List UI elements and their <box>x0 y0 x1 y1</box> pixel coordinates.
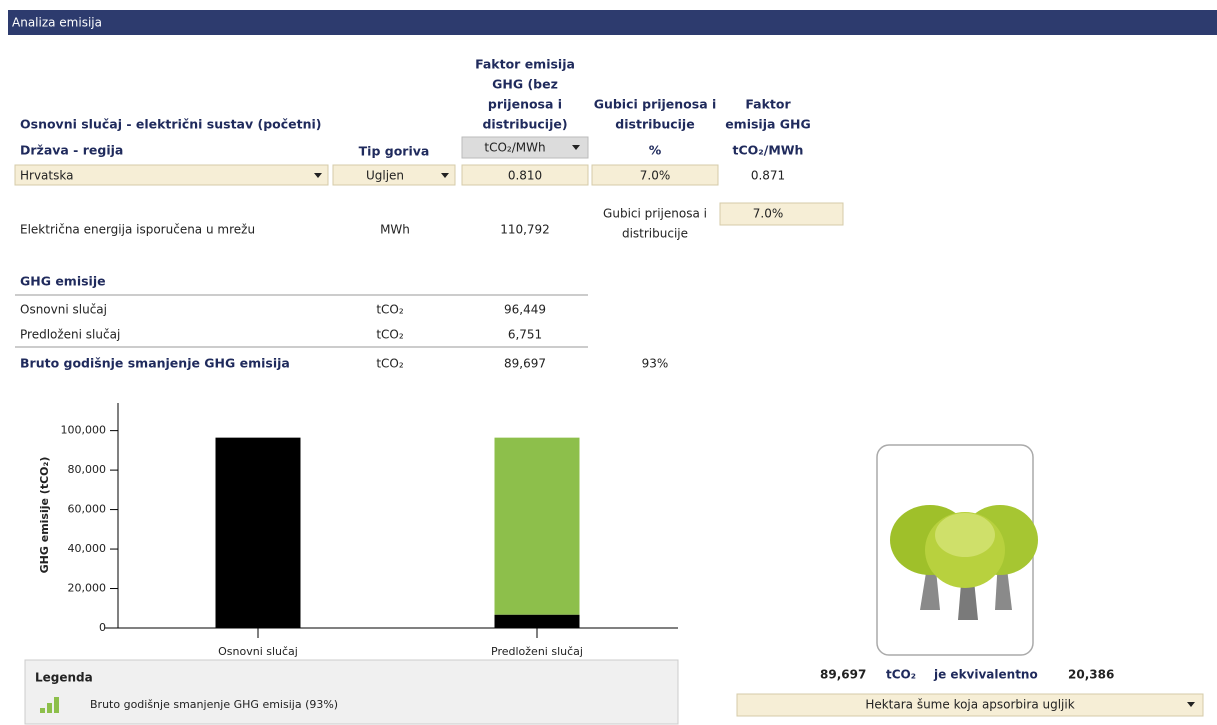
dropdown-arrow <box>572 145 580 150</box>
delivery-losses-input[interactable] <box>719 202 844 226</box>
fuel-value: Ugljen <box>366 169 404 183</box>
row-unit: tCO₂ <box>376 357 404 371</box>
column-header: Faktor emisija <box>475 57 575 72</box>
column-header: % <box>649 143 662 158</box>
y-axis-label: GHG emisije (tCO₂) <box>38 457 51 574</box>
losses-input[interactable] <box>591 164 719 186</box>
legend-swatch <box>40 708 45 713</box>
header-title: Analiza emisija <box>12 16 102 30</box>
unit-dropdown-text: tCO₂/MWh <box>484 141 545 155</box>
row-unit: tCO₂ <box>376 328 404 342</box>
y-tick-label: 100,000 <box>61 424 107 437</box>
region-dropdown[interactable] <box>14 164 329 186</box>
section-title: Osnovni slučaj - električni sustav (poče… <box>20 117 322 132</box>
dropdown-arrow <box>441 173 449 178</box>
equivalence-selector[interactable] <box>736 693 1204 717</box>
legend-box <box>24 659 679 725</box>
equivalence-unit: tCO₂ <box>886 668 916 682</box>
column-header: prijenosa i <box>488 97 562 112</box>
y-tick-label: 40,000 <box>68 542 107 555</box>
bar <box>215 437 301 628</box>
unit-dropdown[interactable] <box>461 136 589 159</box>
emissions-title: GHG emisije <box>20 274 106 289</box>
column-header: distribucije) <box>482 117 567 132</box>
row-value: 89,697 <box>504 357 546 371</box>
equivalence-value: 89,697 <box>820 668 866 682</box>
factor-value: 0.810 <box>508 169 542 183</box>
legend-label: Bruto godišnje smanjenje GHG emisija (93… <box>90 698 338 711</box>
legend-icon <box>40 697 59 713</box>
factor-input[interactable] <box>461 164 589 186</box>
dropdown-arrow <box>314 173 322 178</box>
bar <box>494 614 580 628</box>
row-value: 96,449 <box>504 303 546 317</box>
row-label: Bruto godišnje smanjenje GHG emisija <box>20 356 290 371</box>
column-header: Faktor <box>745 97 791 112</box>
delivery-losses-label: distribucije <box>622 227 688 241</box>
legend-swatch <box>54 697 59 713</box>
column-header: distribucije <box>615 117 694 132</box>
delivery-losses-label: Gubici prijenosa i <box>603 207 707 221</box>
row-percent: 93% <box>642 357 669 371</box>
row-label: Predloženi slučaj <box>20 328 120 342</box>
legend-title: Legenda <box>35 671 93 685</box>
column-header: Država - regija <box>20 143 123 158</box>
x-tick-label: Osnovni slučaj <box>218 645 298 658</box>
column-header: GHG (bez <box>492 77 558 92</box>
column-header: emisija GHG <box>725 117 811 132</box>
legend-swatch <box>47 703 52 713</box>
y-tick-label: 0 <box>99 621 106 634</box>
equivalence-text: je ekvivalentno <box>933 668 1038 682</box>
bar <box>494 437 580 615</box>
x-tick-label: Predloženi slučaj <box>491 645 583 658</box>
delivery-value: 110,792 <box>500 223 550 237</box>
y-tick-label: 80,000 <box>68 463 107 476</box>
header-bar <box>8 10 1217 35</box>
dropdown-arrow <box>1187 702 1195 707</box>
column-header: tCO₂/MWh <box>733 143 804 158</box>
column-header: Tip goriva <box>359 144 430 159</box>
delivery-losses-value: 7.0% <box>753 207 784 221</box>
delivery-unit: MWh <box>380 223 410 237</box>
region-value: Hrvatska <box>20 169 73 183</box>
delivery-label: Električna energija isporučena u mrežu <box>20 223 255 237</box>
tree-icon <box>890 505 1038 620</box>
equivalence-selector-text: Hektara šume koja apsorbira ugljik <box>865 698 1074 712</box>
equivalence-result: 20,386 <box>1068 668 1114 682</box>
y-tick-label: 60,000 <box>68 503 107 516</box>
row-label: Osnovni slučaj <box>20 303 107 317</box>
fuel-dropdown[interactable] <box>332 164 456 186</box>
row-value: 6,751 <box>508 328 542 342</box>
y-tick-label: 20,000 <box>68 582 107 595</box>
row-unit: tCO₂ <box>376 303 404 317</box>
column-header: Gubici prijenosa i <box>594 97 717 112</box>
total-factor-value: 0.871 <box>751 169 785 183</box>
losses-value: 7.0% <box>640 169 671 183</box>
